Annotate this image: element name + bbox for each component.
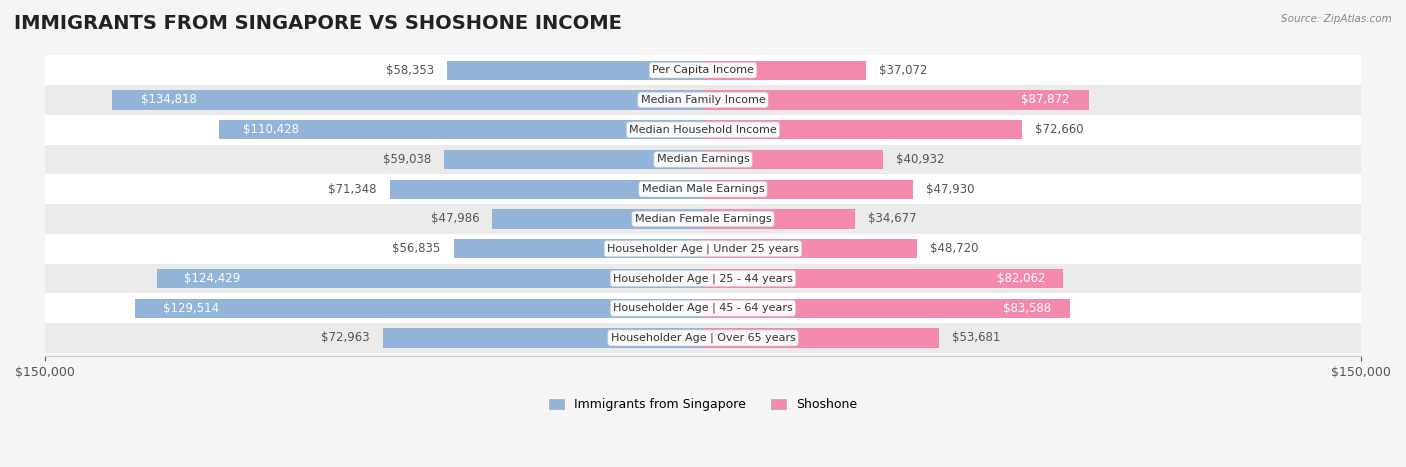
- Bar: [703, 239, 917, 258]
- Text: Householder Age | 45 - 64 years: Householder Age | 45 - 64 years: [613, 303, 793, 313]
- Text: $72,660: $72,660: [1035, 123, 1084, 136]
- FancyBboxPatch shape: [45, 204, 1361, 234]
- FancyBboxPatch shape: [45, 234, 1361, 263]
- Text: $134,818: $134,818: [141, 93, 197, 106]
- Text: Source: ZipAtlas.com: Source: ZipAtlas.com: [1281, 14, 1392, 24]
- Bar: [703, 61, 866, 80]
- Text: Median Earnings: Median Earnings: [657, 155, 749, 164]
- Text: Median Household Income: Median Household Income: [628, 125, 778, 134]
- Text: Median Male Earnings: Median Male Earnings: [641, 184, 765, 194]
- Text: $47,986: $47,986: [430, 212, 479, 226]
- Bar: [703, 298, 1070, 318]
- Bar: [703, 209, 855, 229]
- Bar: [135, 298, 703, 318]
- FancyBboxPatch shape: [45, 293, 1361, 323]
- Bar: [703, 179, 914, 199]
- Text: $124,429: $124,429: [184, 272, 240, 285]
- Text: Median Family Income: Median Family Income: [641, 95, 765, 105]
- Bar: [492, 209, 703, 229]
- FancyBboxPatch shape: [45, 145, 1361, 174]
- Bar: [218, 120, 703, 139]
- Bar: [111, 90, 703, 110]
- Text: $87,872: $87,872: [1021, 93, 1069, 106]
- Text: $110,428: $110,428: [243, 123, 298, 136]
- Bar: [703, 328, 938, 347]
- Text: $72,963: $72,963: [321, 332, 370, 345]
- Text: Householder Age | Under 25 years: Householder Age | Under 25 years: [607, 243, 799, 254]
- Bar: [447, 61, 703, 80]
- Text: Householder Age | 25 - 44 years: Householder Age | 25 - 44 years: [613, 273, 793, 283]
- FancyBboxPatch shape: [45, 85, 1361, 115]
- Bar: [382, 328, 703, 347]
- Bar: [389, 179, 703, 199]
- Text: $47,930: $47,930: [927, 183, 974, 196]
- Text: Householder Age | Over 65 years: Householder Age | Over 65 years: [610, 333, 796, 343]
- Bar: [703, 120, 1022, 139]
- Text: $48,720: $48,720: [929, 242, 979, 255]
- Bar: [703, 150, 883, 169]
- Text: $37,072: $37,072: [879, 64, 928, 77]
- Text: $71,348: $71,348: [329, 183, 377, 196]
- Bar: [444, 150, 703, 169]
- Text: $58,353: $58,353: [385, 64, 434, 77]
- Text: $82,062: $82,062: [997, 272, 1045, 285]
- Text: $56,835: $56,835: [392, 242, 440, 255]
- Bar: [703, 269, 1063, 288]
- FancyBboxPatch shape: [45, 323, 1361, 353]
- FancyBboxPatch shape: [45, 263, 1361, 293]
- Text: $83,588: $83,588: [1004, 302, 1052, 315]
- Text: $53,681: $53,681: [952, 332, 1000, 345]
- Text: IMMIGRANTS FROM SINGAPORE VS SHOSHONE INCOME: IMMIGRANTS FROM SINGAPORE VS SHOSHONE IN…: [14, 14, 621, 33]
- Bar: [703, 90, 1088, 110]
- Text: $40,932: $40,932: [896, 153, 945, 166]
- Text: $59,038: $59,038: [382, 153, 430, 166]
- FancyBboxPatch shape: [45, 174, 1361, 204]
- Bar: [157, 269, 703, 288]
- Bar: [454, 239, 703, 258]
- FancyBboxPatch shape: [45, 115, 1361, 145]
- Text: Per Capita Income: Per Capita Income: [652, 65, 754, 75]
- Text: $34,677: $34,677: [869, 212, 917, 226]
- Text: $129,514: $129,514: [163, 302, 219, 315]
- Legend: Immigrants from Singapore, Shoshone: Immigrants from Singapore, Shoshone: [544, 393, 862, 416]
- FancyBboxPatch shape: [45, 55, 1361, 85]
- Text: Median Female Earnings: Median Female Earnings: [634, 214, 772, 224]
